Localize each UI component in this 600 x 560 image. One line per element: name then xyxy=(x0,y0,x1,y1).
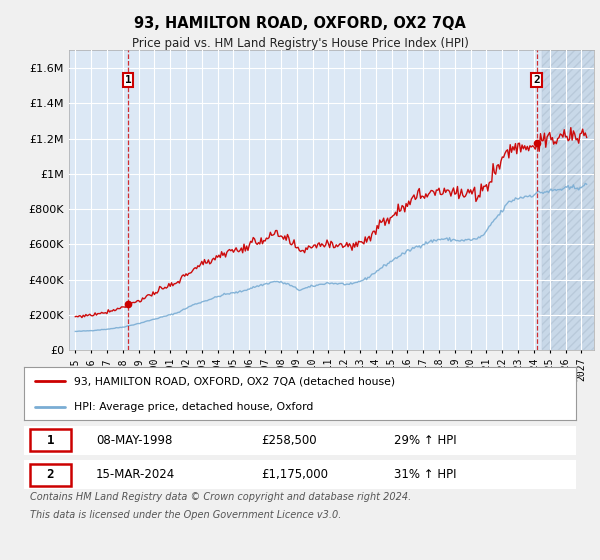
Text: Price paid vs. HM Land Registry's House Price Index (HPI): Price paid vs. HM Land Registry's House … xyxy=(131,37,469,50)
Text: 1: 1 xyxy=(125,76,131,85)
Text: £258,500: £258,500 xyxy=(262,433,317,447)
Text: Contains HM Land Registry data © Crown copyright and database right 2024.: Contains HM Land Registry data © Crown c… xyxy=(30,492,411,502)
Text: 93, HAMILTON ROAD, OXFORD, OX2 7QA: 93, HAMILTON ROAD, OXFORD, OX2 7QA xyxy=(134,16,466,31)
Text: 1: 1 xyxy=(46,433,54,447)
FancyBboxPatch shape xyxy=(29,429,71,451)
Text: This data is licensed under the Open Government Licence v3.0.: This data is licensed under the Open Gov… xyxy=(30,510,341,520)
Text: 31% ↑ HPI: 31% ↑ HPI xyxy=(394,468,457,482)
Text: 15-MAR-2024: 15-MAR-2024 xyxy=(96,468,175,482)
Text: 29% ↑ HPI: 29% ↑ HPI xyxy=(394,433,457,447)
Bar xyxy=(542,50,600,350)
Text: 93, HAMILTON ROAD, OXFORD, OX2 7QA (detached house): 93, HAMILTON ROAD, OXFORD, OX2 7QA (deta… xyxy=(74,376,395,386)
FancyBboxPatch shape xyxy=(29,464,71,486)
Text: 2: 2 xyxy=(46,468,54,482)
Text: 08-MAY-1998: 08-MAY-1998 xyxy=(96,433,172,447)
Text: 2: 2 xyxy=(533,76,540,85)
Text: HPI: Average price, detached house, Oxford: HPI: Average price, detached house, Oxfo… xyxy=(74,402,313,412)
Text: £1,175,000: £1,175,000 xyxy=(262,468,328,482)
Bar xyxy=(542,50,600,350)
